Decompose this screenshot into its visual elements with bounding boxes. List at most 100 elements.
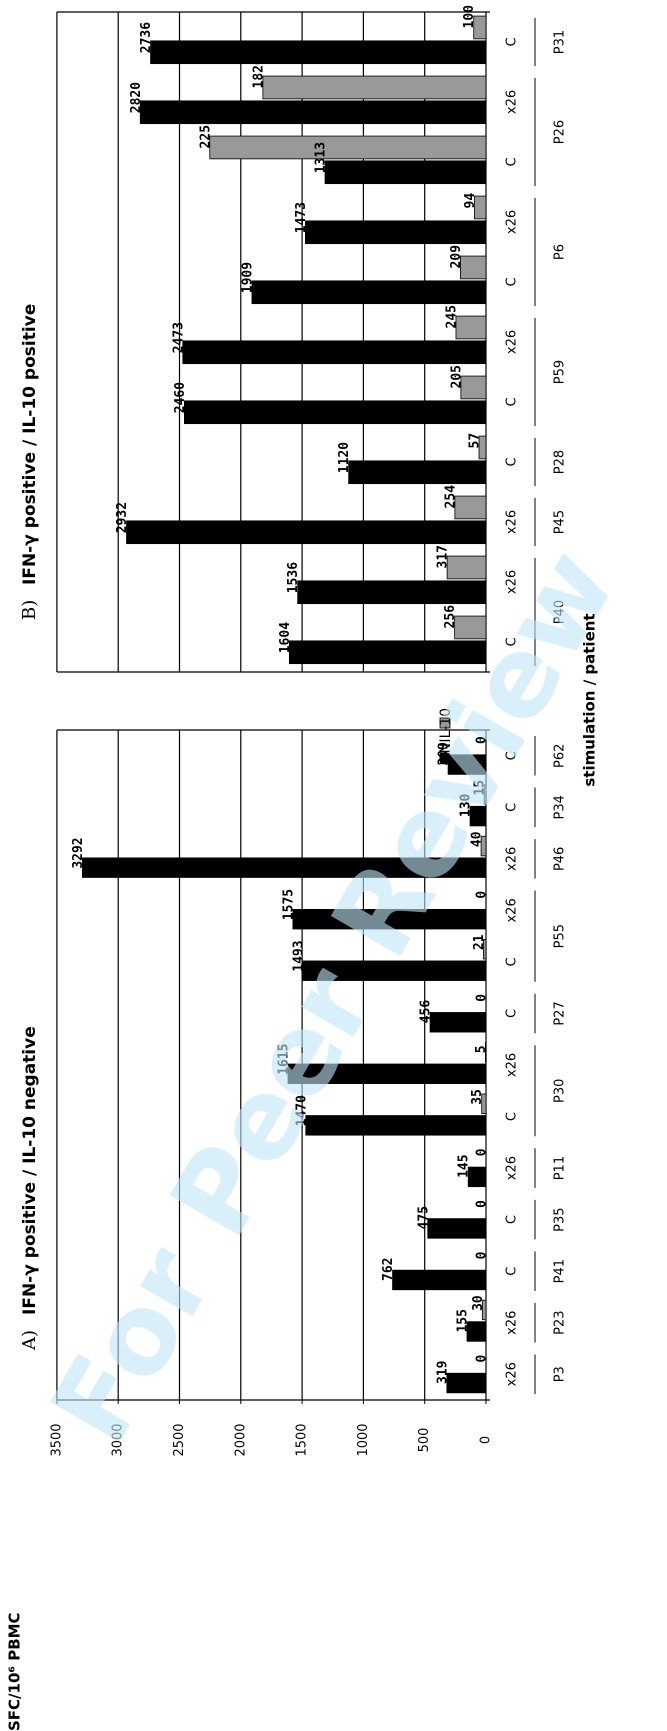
category-label: x26 — [505, 1053, 520, 1077]
bar-ifn — [251, 280, 487, 305]
bar-il10 — [483, 938, 487, 960]
bar-ifn — [297, 580, 487, 605]
bar-ifn — [392, 1269, 487, 1291]
y-axis-title: SFC/10⁶ PBMC — [6, 1612, 24, 1731]
category-label: x26 — [505, 1362, 520, 1386]
legend-swatch-ifn — [440, 753, 450, 763]
bar-il10 — [460, 375, 487, 400]
bar-il10 — [481, 1093, 487, 1114]
bar-ifn — [466, 1321, 487, 1342]
data-label-ifn: 2473 — [171, 322, 186, 353]
bar-il10 — [484, 1042, 487, 1063]
value-tick-label: 3500 — [49, 1423, 64, 1456]
patient-label: P27 — [553, 1001, 568, 1025]
bar-ifn — [302, 960, 487, 981]
data-label-il10: 100 — [462, 5, 477, 29]
value-tick-label: 2500 — [172, 1423, 187, 1456]
bar-il10 — [455, 315, 487, 340]
data-label-ifn: 1120 — [337, 442, 352, 473]
category-label: C — [505, 1112, 520, 1121]
category-label: x26 — [505, 510, 520, 534]
panel-b-letter: B) — [19, 600, 40, 620]
category-label: C — [505, 1009, 520, 1018]
bar-il10 — [454, 495, 487, 520]
bar-il10 — [209, 135, 487, 160]
category-label: C — [505, 397, 520, 406]
patient-label: P55 — [553, 924, 568, 948]
data-label-il10: 5 — [474, 1045, 489, 1053]
bar-ifn — [427, 1218, 487, 1239]
data-label-ifn: 319 — [435, 1361, 450, 1384]
category-label: C — [505, 157, 520, 166]
data-label-il10: 0 — [475, 1200, 490, 1208]
data-label-ifn: 762 — [381, 1257, 396, 1280]
data-label-il10: 254 — [443, 485, 458, 509]
data-label-ifn: 456 — [419, 1000, 434, 1024]
data-label-ifn: 1604 — [278, 622, 293, 653]
data-label-ifn: 1575 — [281, 889, 296, 920]
data-label-ifn: 1615 — [277, 1044, 292, 1075]
value-tick-label: 1500 — [295, 1423, 310, 1456]
data-label-ifn: 2736 — [139, 22, 154, 53]
bar-ifn — [139, 100, 487, 125]
data-label-ifn: 2932 — [115, 502, 130, 533]
bar-il10 — [446, 555, 487, 580]
data-label-ifn: 1909 — [240, 262, 255, 293]
legend-swatch-il10 — [439, 717, 451, 729]
category-label: C — [505, 637, 520, 646]
bar-ifn — [82, 857, 487, 878]
bar-ifn — [324, 160, 487, 185]
patient-label: P62 — [553, 744, 568, 768]
panel-b-title: IFN-γ positive / IL-10 positive — [20, 304, 40, 585]
data-label-il10: 40 — [470, 831, 485, 847]
category-label: x26 — [505, 898, 520, 922]
data-label-il10: 205 — [449, 365, 464, 388]
bar-ifn — [305, 1115, 487, 1136]
data-label-ifn: 1536 — [286, 562, 301, 593]
data-label-il10: 0 — [475, 1251, 490, 1259]
patient-label: P31 — [553, 30, 568, 54]
patient-label: P26 — [553, 120, 568, 144]
data-label-il10: 21 — [472, 934, 487, 950]
data-label-ifn: 2460 — [173, 382, 188, 413]
patient-label: P6 — [553, 244, 568, 260]
data-label-ifn: 130 — [459, 793, 474, 817]
data-label-il10: 57 — [468, 433, 483, 449]
data-label-il10: 0 — [475, 736, 490, 744]
patient-label: P34 — [553, 795, 568, 819]
category-label: C — [505, 803, 520, 812]
data-label-il10: 0 — [475, 994, 490, 1002]
data-label-il10: 30 — [471, 1295, 486, 1311]
patient-label: P45 — [553, 510, 568, 534]
category-label: x26 — [505, 1311, 520, 1335]
patient-label: P28 — [553, 450, 568, 474]
panel-a-title: IFN-γ positive / IL-10 negative — [20, 1026, 40, 1315]
patient-label: P41 — [553, 1259, 568, 1283]
bar-ifn — [287, 1063, 487, 1085]
category-label: C — [505, 277, 520, 286]
value-tick-label: 2000 — [233, 1423, 248, 1456]
patient-label: P59 — [553, 360, 568, 384]
data-label-il10: 317 — [436, 545, 451, 568]
data-label-ifn: 1473 — [294, 202, 309, 233]
data-label-ifn: 475 — [416, 1206, 431, 1229]
bar-ifn — [182, 340, 487, 365]
patient-label: P35 — [553, 1207, 568, 1231]
patient-label: P3 — [553, 1366, 568, 1382]
patient-label: P46 — [553, 847, 568, 871]
category-label: C — [505, 37, 520, 46]
category-label: C — [505, 1215, 520, 1224]
patient-label: P11 — [553, 1156, 568, 1180]
legend-label-il10: IL-10 — [438, 708, 454, 743]
data-label-il10: 15 — [473, 780, 488, 796]
category-label: x26 — [505, 847, 520, 871]
data-label-il10: 2253 — [198, 117, 213, 148]
patient-label: P23 — [553, 1310, 568, 1334]
data-label-il10: 0 — [475, 1354, 490, 1362]
bar-ifn — [467, 1166, 487, 1188]
bar-il10 — [459, 255, 487, 280]
bar-il10 — [474, 195, 487, 220]
bar-il10 — [478, 435, 487, 460]
bar-il10 — [480, 835, 487, 857]
